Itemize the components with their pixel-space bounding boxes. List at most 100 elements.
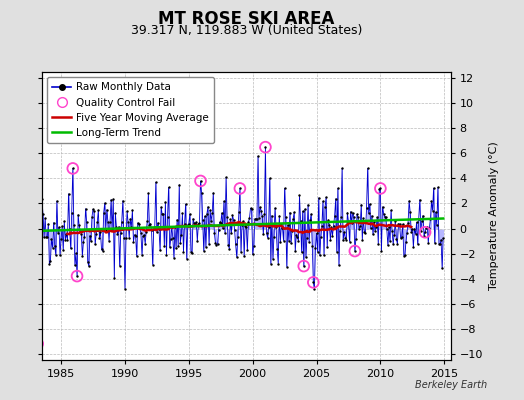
Point [315,252,324,258]
Point [272,224,280,230]
Point [68,210,76,216]
Point [354,214,362,220]
Point [47,236,56,242]
Point [301,206,309,212]
Point [60,218,69,225]
Point [160,242,169,249]
Point [293,234,301,241]
Point [57,236,66,242]
Point [36,230,44,236]
Point [409,244,418,250]
Point [404,220,412,226]
Point [376,185,385,192]
Y-axis label: Temperature Anomaly (°C): Temperature Anomaly (°C) [488,142,499,290]
Point [308,243,316,249]
Text: 39.317 N, 119.883 W (United States): 39.317 N, 119.883 W (United States) [130,24,362,37]
Point [436,241,444,248]
Point [184,220,193,227]
Point [231,227,239,233]
Point [249,243,258,249]
Point [278,224,287,231]
Point [342,236,351,243]
Point [244,219,253,225]
Point [143,218,151,224]
Point [156,247,164,254]
Point [392,236,400,242]
Point [138,252,146,258]
Point [421,229,429,236]
Point [423,224,431,230]
Point [40,234,48,240]
Point [94,207,103,213]
Point [135,220,143,227]
Point [70,221,78,228]
Point [93,219,102,226]
Point [109,196,117,202]
Point [400,252,408,259]
Point [252,216,260,222]
Point [433,222,441,228]
Point [66,226,74,232]
Point [214,227,223,233]
Point [300,263,308,269]
Point [43,234,51,240]
Point [198,190,206,197]
Point [157,204,165,210]
Point [180,221,189,228]
Point [431,240,439,246]
Point [162,252,171,258]
Point [188,250,196,256]
Point [134,220,142,226]
Point [114,224,123,230]
Point [213,241,222,247]
Point [185,211,194,217]
Point [255,214,263,221]
Point [234,234,242,240]
Point [35,197,43,203]
Point [271,205,279,211]
Point [258,213,266,220]
Point [104,218,112,225]
Point [327,224,335,230]
Point [240,253,248,259]
Point [299,208,307,214]
Point [417,227,425,234]
Point [82,219,91,225]
Point [200,248,208,254]
Point [418,218,426,224]
Point [261,144,270,150]
Point [67,245,75,252]
Point [311,244,320,251]
Point [245,215,254,221]
Point [403,229,411,236]
Point [402,239,410,245]
Point [360,229,368,236]
Point [377,248,386,254]
Point [407,228,416,235]
Point [69,165,77,172]
Point [61,237,70,243]
Point [217,210,226,216]
Point [129,238,138,245]
Point [211,240,220,246]
Point [269,256,277,262]
Point [316,234,325,240]
Point [364,165,372,172]
Point [102,227,110,233]
Point [412,219,421,226]
Point [281,214,290,220]
Point [351,248,359,254]
Point [246,205,255,211]
Point [89,206,97,212]
Point [42,234,50,240]
Point [389,241,397,247]
Point [390,231,398,238]
Point [270,234,278,240]
Point [171,224,179,230]
Point [437,236,445,243]
Point [80,234,89,240]
Point [203,210,211,217]
Point [155,226,163,232]
Point [34,340,42,347]
Point [176,240,184,246]
